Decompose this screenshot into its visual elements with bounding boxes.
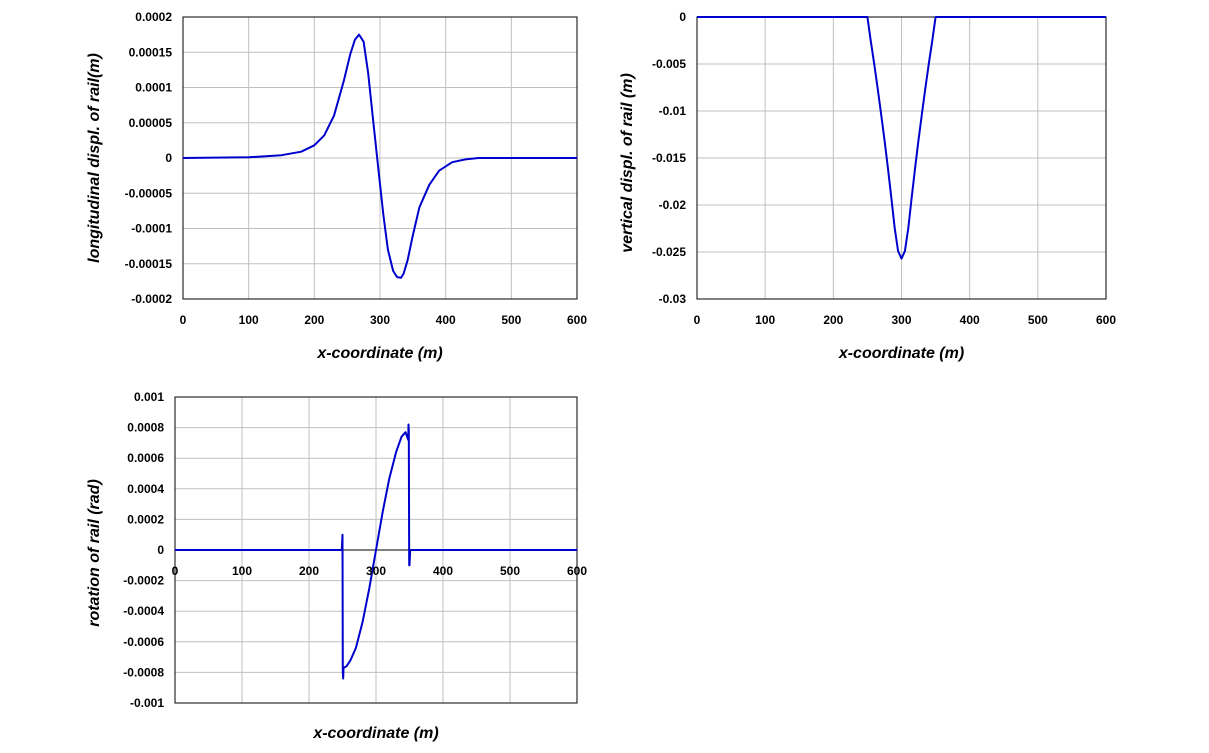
x-tick-label: 500 (500, 564, 520, 578)
x-tick-label: 400 (433, 564, 453, 578)
x-tick-label: 0 (694, 313, 701, 327)
y-axis-title: longitudinal displ. of rail(m) (86, 53, 103, 263)
y-tick-label: -0.005 (652, 57, 686, 71)
y-tick-label: 0.0002 (127, 512, 164, 526)
x-tick-label: 100 (239, 313, 259, 327)
x-tick-label: 100 (232, 564, 252, 578)
y-tick-label: 0.00005 (129, 116, 173, 130)
y-tick-label: -0.0004 (123, 604, 164, 618)
y-tick-label: -0.0002 (131, 292, 172, 306)
y-tick-label: 0.0004 (127, 482, 164, 496)
x-tick-label: 0 (172, 564, 179, 578)
y-axis-title: vertical displ. of rail (m) (619, 73, 636, 253)
x-tick-label: 600 (567, 564, 587, 578)
y-tick-label: -0.02 (659, 198, 687, 212)
x-axis-title: x-coordinate (m) (838, 345, 964, 362)
y-axis-title: rotation of rail (rad) (86, 479, 103, 627)
chart-longitudinal-displacement: 0.0002 0.00015 0.0001 0.00005 0 -0.00005 -0.00… (86, 10, 587, 362)
y-tick-label: -0.00015 (125, 257, 173, 271)
y-tick-label: -0.00005 (125, 186, 173, 200)
y-tick-label: -0.0002 (123, 574, 164, 588)
x-axis-title: x-coordinate (m) (312, 725, 438, 742)
x-axis-title: x-coordinate (m) (316, 345, 442, 362)
x-tick-label: 200 (299, 564, 319, 578)
y-tick-label: 0 (157, 543, 164, 557)
x-tick-label: 100 (755, 313, 775, 327)
x-tick-label: 300 (366, 564, 386, 578)
y-tick-label: 0.0008 (127, 421, 164, 435)
y-tick-label: -0.025 (652, 245, 686, 259)
y-tick-label: -0.015 (652, 151, 686, 165)
y-tick-label: 0.001 (134, 390, 164, 404)
x-tick-label: 300 (891, 313, 911, 327)
x-tick-label: 400 (436, 313, 456, 327)
y-tick-label: 0 (165, 151, 172, 165)
y-tick-label: 0.0006 (127, 451, 164, 465)
x-tick-label: 500 (1028, 313, 1048, 327)
y-tick-label: 0.0001 (135, 81, 172, 95)
y-tick-label: -0.0001 (131, 222, 172, 236)
y-tick-label: 0.0002 (135, 10, 172, 24)
y-tick-label: 0.00015 (129, 45, 173, 59)
plot-frame (696, 16, 1107, 300)
x-tick-label: 0 (180, 313, 187, 327)
x-tick-label: 600 (1096, 313, 1116, 327)
y-tick-label: -0.03 (659, 292, 687, 306)
series-line (175, 423, 577, 680)
y-tick-label: 0 (679, 10, 686, 24)
chart-rail-rotation: 0.001 0.0008 0.0006 0.0004 0.0002 0 -0.0002 -0.… (86, 390, 587, 742)
y-tick-label: -0.0006 (123, 635, 164, 649)
series-line (182, 33, 577, 279)
x-tick-label: 500 (501, 313, 521, 327)
series-line (697, 16, 1106, 260)
x-tick-label: 300 (370, 313, 390, 327)
y-tick-label: -0.0008 (123, 665, 164, 679)
chart-vertical-displacement: 0 -0.005 -0.01 -0.015 -0.02 -0.025 -0.03 0 100 20… (619, 10, 1116, 362)
x-tick-label: 600 (567, 313, 587, 327)
x-tick-label: 400 (960, 313, 980, 327)
x-tick-label: 200 (304, 313, 324, 327)
x-tick-label: 200 (823, 313, 843, 327)
y-tick-label: -0.01 (659, 104, 687, 118)
y-tick-label: -0.001 (130, 696, 164, 710)
